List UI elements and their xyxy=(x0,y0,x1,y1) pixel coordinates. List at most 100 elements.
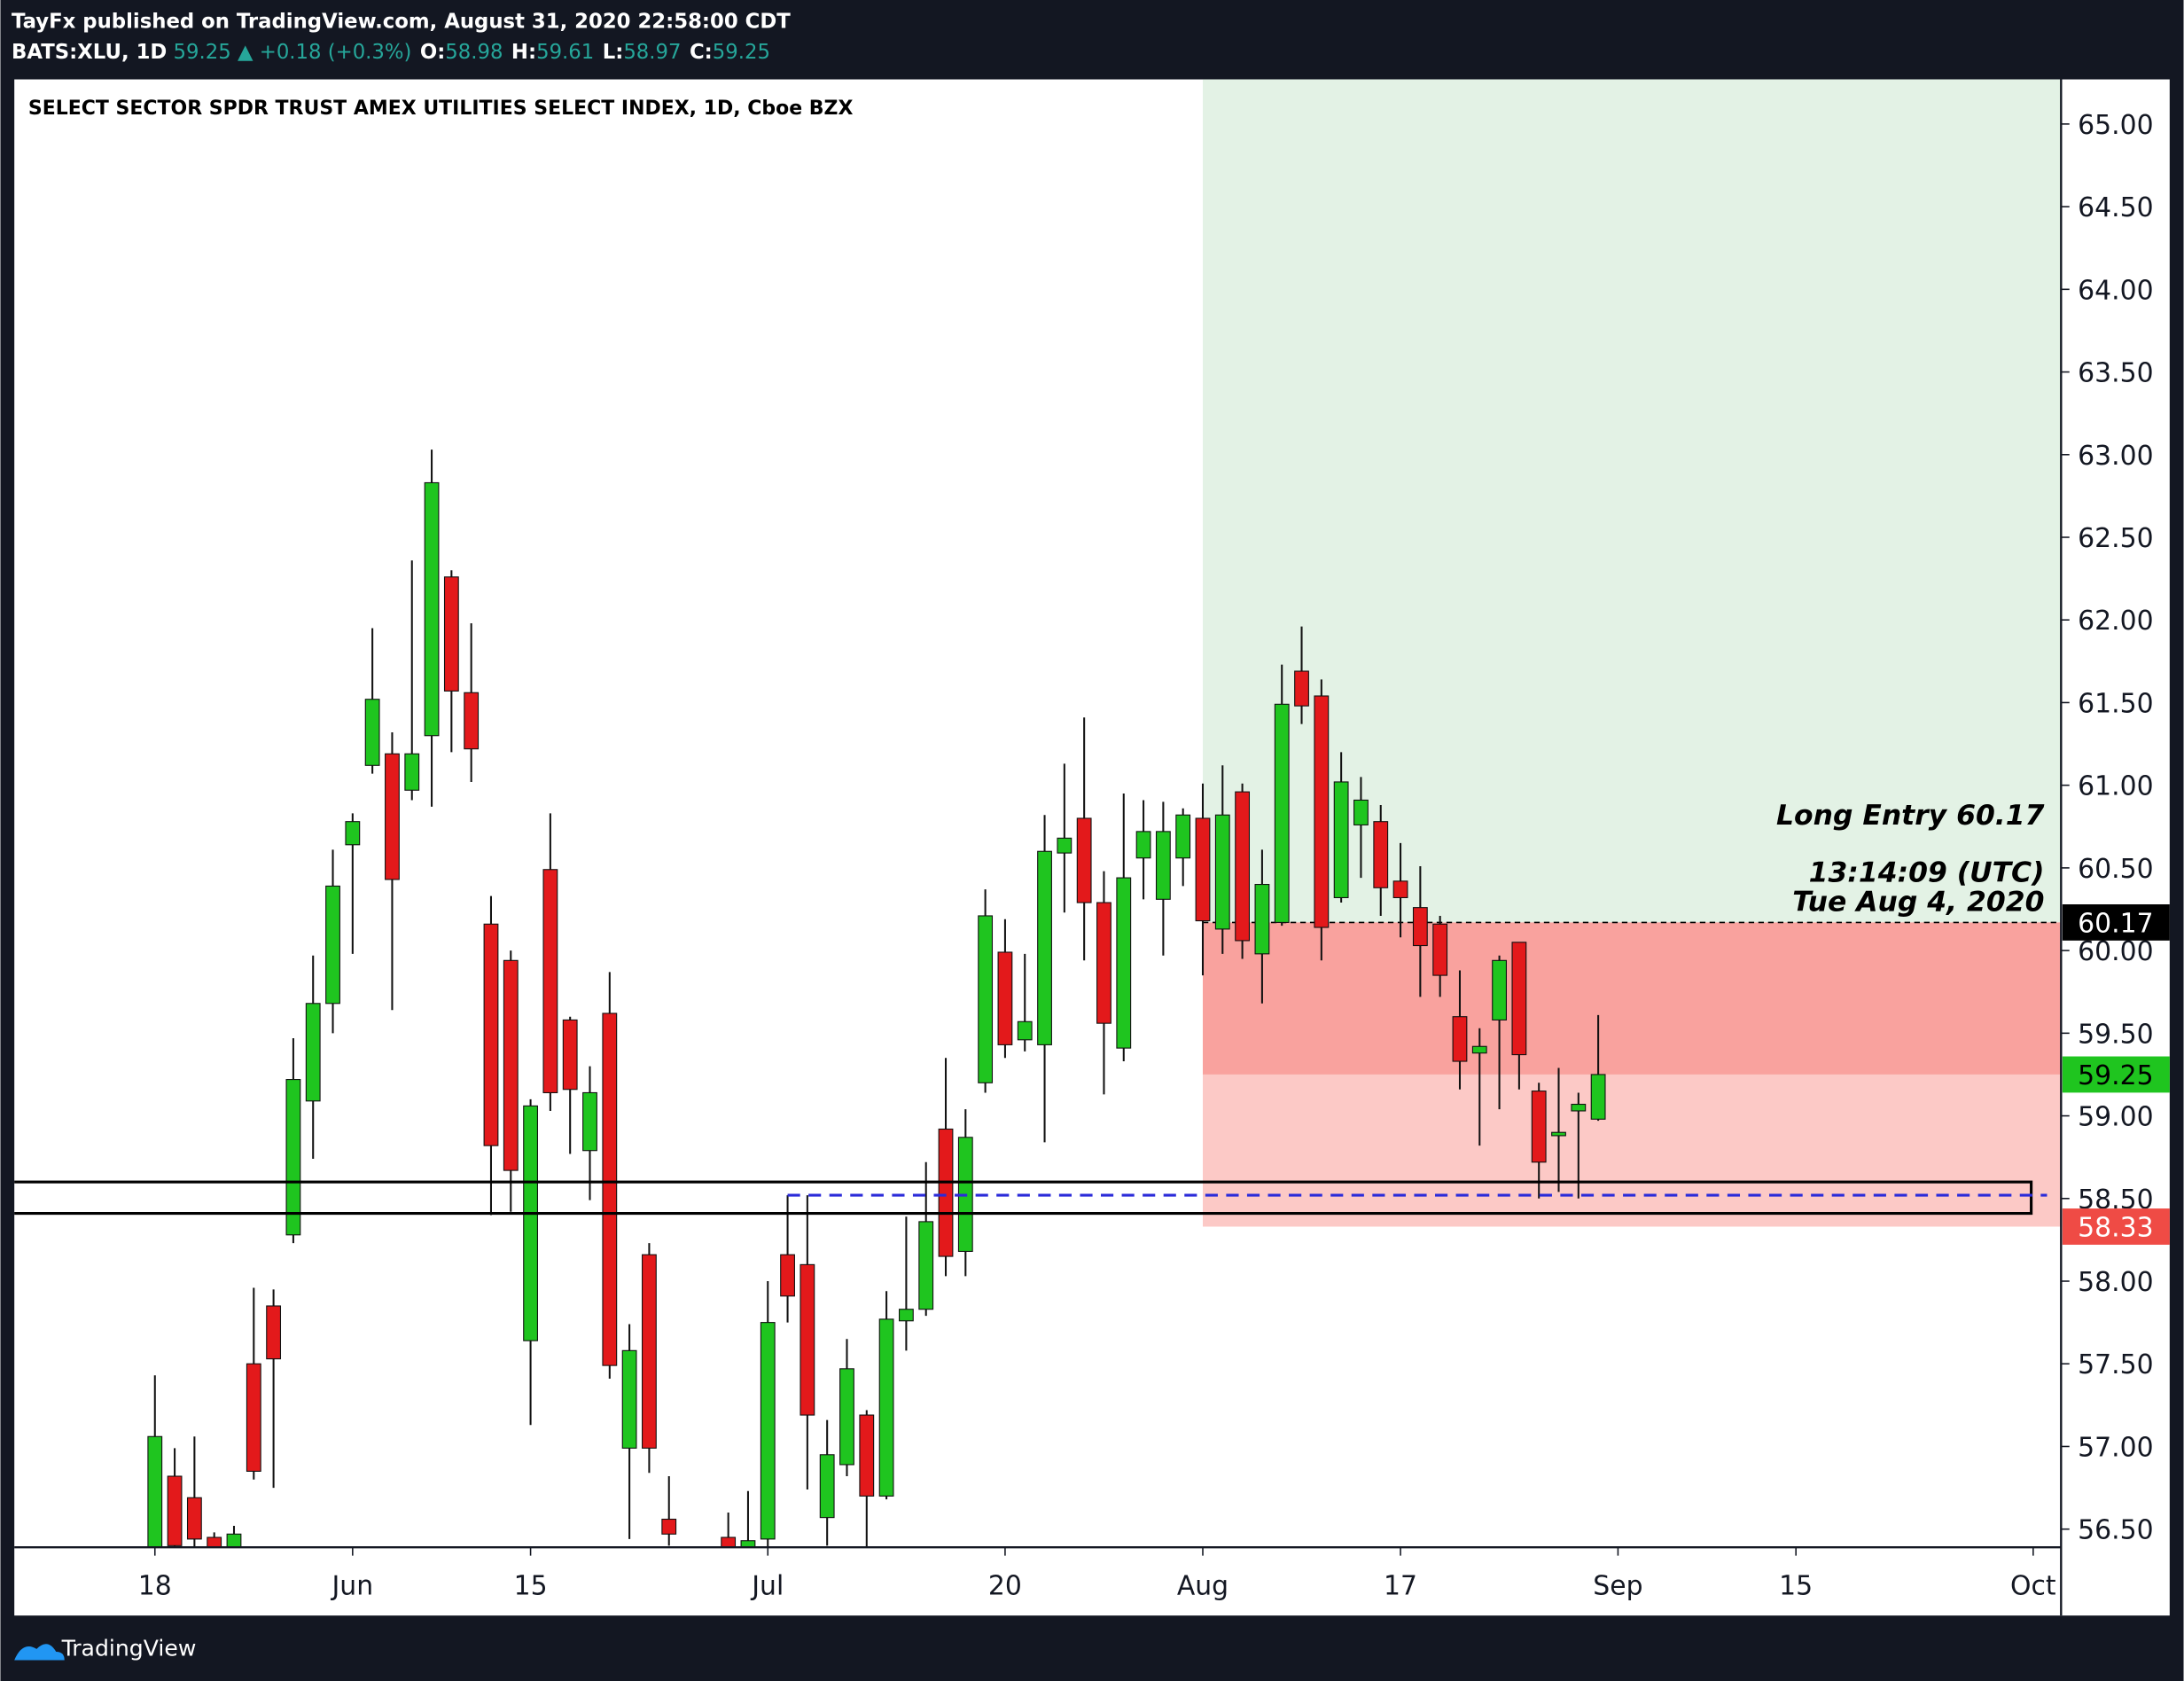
stop-zone xyxy=(1202,1074,2062,1227)
plot xyxy=(14,79,2062,1548)
candle-body xyxy=(226,1533,242,1548)
candle-body xyxy=(661,1518,677,1535)
candle-body xyxy=(1235,791,1251,942)
loss-zone-open xyxy=(1202,922,2062,1075)
logo xyxy=(14,1644,65,1661)
candle-body xyxy=(1432,923,1448,976)
candle-body xyxy=(978,915,994,1083)
candle-body xyxy=(345,821,361,846)
candle-body xyxy=(1314,695,1330,928)
ohlc-value: 59.61 xyxy=(536,41,594,64)
candle-body xyxy=(1116,877,1132,1049)
price-badge-label: 58.33 xyxy=(2078,1212,2153,1243)
candle-body xyxy=(1135,831,1151,859)
candle-body xyxy=(186,1497,202,1540)
candle-body xyxy=(1057,837,1072,854)
candle-body xyxy=(246,1363,261,1472)
candle-body xyxy=(503,959,519,1171)
y-tick-label: 65.00 xyxy=(2078,110,2153,141)
candle-body xyxy=(800,1263,815,1416)
candle-body xyxy=(483,923,499,1146)
annotation: 13:14:09 (UTC) xyxy=(1809,856,2045,888)
candle-body xyxy=(1214,814,1230,930)
price-badge-label: 60.17 xyxy=(2078,908,2153,939)
candle-body xyxy=(1551,1131,1566,1137)
x-tick-label: 20 xyxy=(988,1571,1022,1602)
candle-body xyxy=(1096,902,1112,1024)
candle-body xyxy=(1254,883,1270,955)
ohlc-value: 58.97 xyxy=(623,41,681,64)
y-tick-label: 57.50 xyxy=(2078,1349,2153,1380)
y-tick-label: 61.00 xyxy=(2078,771,2153,802)
symbol: BATS:XLU, 1D xyxy=(12,41,167,64)
candle-body xyxy=(918,1221,934,1310)
candle-body xyxy=(1452,1016,1468,1062)
candle-body xyxy=(167,1475,183,1546)
candle-body xyxy=(562,1019,578,1091)
price-badge xyxy=(2062,904,2170,941)
candle-body xyxy=(740,1540,756,1548)
candle-body xyxy=(582,1091,597,1152)
candle-body xyxy=(839,1368,854,1466)
y-tick-label: 64.00 xyxy=(2078,275,2153,306)
ohlc: O:58.98 H:59.61 L:58.97 C:59.25 xyxy=(420,41,770,64)
candle-body xyxy=(878,1318,894,1497)
symbol-line: BATS:XLU, 1D 59.25 ▲ +0.18 (+0.3%) O:58.9… xyxy=(12,41,770,64)
x-tick-label: Jun xyxy=(331,1571,374,1602)
candle-body xyxy=(1333,781,1349,899)
candle-body xyxy=(1037,850,1052,1045)
candle-body xyxy=(1531,1091,1547,1163)
ohlc-value: 59.25 xyxy=(713,41,770,64)
candle-body xyxy=(266,1305,282,1360)
candle-body xyxy=(721,1536,737,1548)
candle-body xyxy=(285,1079,301,1236)
x-tick-label: 15 xyxy=(514,1571,548,1602)
y-tick-label: 62.00 xyxy=(2078,606,2153,637)
candle-body xyxy=(1294,670,1309,707)
ohlc-label: H: xyxy=(511,41,536,64)
target-zone xyxy=(1202,79,2062,923)
candle-body xyxy=(1412,907,1428,947)
x-tick-label: 17 xyxy=(1384,1571,1417,1602)
candle-body xyxy=(780,1254,795,1297)
candle-body xyxy=(1492,959,1507,1020)
x-tick-label: Jul xyxy=(750,1571,784,1602)
y-tick-label: 64.50 xyxy=(2078,192,2153,223)
candle-body xyxy=(859,1414,875,1497)
candle-body xyxy=(1175,814,1191,859)
price-badge xyxy=(2062,1056,2170,1093)
y-tick-label: 60.50 xyxy=(2078,854,2153,885)
y-tick-label: 63.50 xyxy=(2078,358,2153,389)
candle-body xyxy=(1195,817,1211,922)
x-tick-label: 15 xyxy=(1779,1571,1813,1602)
x-tick-label: Sep xyxy=(1593,1571,1642,1602)
chart-title: SELECT SECTOR SPDR TRUST AMEX UTILITIES … xyxy=(28,98,854,120)
y-tick-label: 57.00 xyxy=(2078,1432,2153,1463)
candle-body xyxy=(642,1254,657,1449)
ohlc-label: O: xyxy=(420,41,445,64)
last: 59.25 xyxy=(174,41,231,64)
candle-body xyxy=(443,576,459,692)
candle-body xyxy=(364,699,380,766)
candle-body xyxy=(997,951,1013,1045)
candle-body xyxy=(1511,942,1527,1056)
candle-body xyxy=(1471,1045,1487,1054)
candle-body xyxy=(1076,817,1092,903)
x-tick-label: 18 xyxy=(138,1571,172,1602)
candle-body xyxy=(1155,831,1171,900)
candle-body xyxy=(898,1309,914,1322)
candle-body xyxy=(385,753,400,880)
candle-body xyxy=(1017,1020,1033,1041)
candle-body xyxy=(602,1013,618,1366)
x-tick-label: Aug xyxy=(1177,1571,1228,1602)
candle-body xyxy=(424,481,440,737)
ohlc-label: L: xyxy=(603,41,624,64)
candle-body xyxy=(542,869,558,1094)
publisher: TayFx published on TradingView.com, Augu… xyxy=(12,10,791,33)
candle-body xyxy=(404,753,420,791)
annotation: Long Entry 60.17 xyxy=(1776,800,2045,832)
brand: TradingView xyxy=(61,1636,197,1661)
y-tick-label: 58.00 xyxy=(2078,1267,2153,1298)
price-badge-label: 59.25 xyxy=(2078,1060,2153,1091)
